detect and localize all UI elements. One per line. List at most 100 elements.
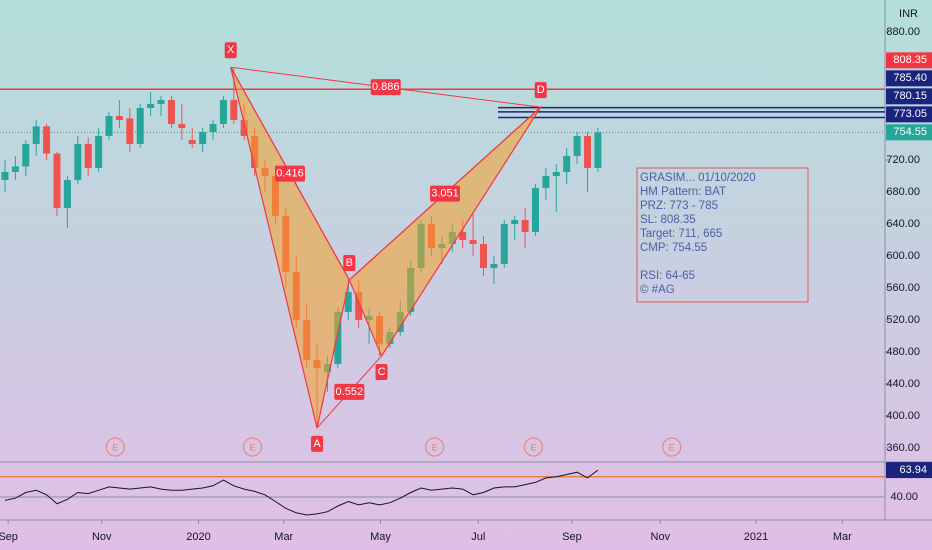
ratio-label: 0.886 [372,81,400,93]
earnings-label: E [432,442,438,452]
rsi-line [4,469,599,516]
candle-body [219,99,227,124]
note-line: RSI: 64-65 [640,270,695,282]
y-tick-label: 400.00 [886,410,920,422]
x-tick-label: May [370,531,391,543]
rsi-value-label: 63.94 [899,464,927,476]
pattern-point-bg [343,254,356,271]
candle-body [209,123,217,132]
pattern-point-bg [311,435,324,452]
ratio-label: 3.051 [431,187,459,199]
price-label-bg [886,70,932,87]
candle-body [188,139,196,144]
candle-body [500,223,508,264]
candle-body [178,123,186,128]
price-label-text: 785.40 [893,72,927,84]
pattern-point-label: D [537,84,545,96]
x-tick-label: Mar [274,531,293,543]
ratio-bg [275,165,306,182]
earnings-marker [662,437,682,457]
candle-body [95,135,103,168]
y-tick-label: 560.00 [886,282,920,294]
ratio-label: 0.552 [336,386,364,398]
candle-body [334,311,342,364]
price-label: 808.35 [886,52,932,69]
candle-body [240,119,248,136]
candle-body [147,103,155,108]
note-line: HM Pattern: BAT [640,186,726,198]
note-line: Target: 711, 665 [640,228,722,240]
earnings-label: E [250,442,256,452]
candle-body [355,291,363,320]
earnings-marker [243,437,263,457]
candle-body [584,135,592,168]
candle-body [32,126,40,144]
y-tick-label: 520.00 [886,314,920,326]
price-label-bg [886,106,932,123]
candle-body [531,187,539,232]
candle-body [521,219,529,232]
earnings-label: E [669,442,675,452]
note-line: © #AG [640,284,675,296]
earnings-label: E [112,442,118,452]
price-label-bg [886,88,932,105]
candle-body [126,118,134,144]
candle-body [11,166,19,172]
pattern-point-label: C [378,366,386,378]
x-tick-label: Sep [562,531,582,543]
x-tick-label: Nov [651,531,671,543]
candle-body [199,131,207,144]
price-label-text: 808.35 [893,54,927,66]
earnings-label: E [530,442,536,452]
candle-body [43,126,51,154]
x-tick-label: 2020 [186,531,210,543]
y-tick-label: 440.00 [886,378,920,390]
rsi-value-bg [886,462,932,479]
candle-body [344,291,352,312]
candle-body [84,143,92,168]
candle-body [594,132,602,168]
pattern-point-bg [375,363,388,380]
candle-body [167,99,175,124]
candle-body [490,263,498,268]
currency-label: INR [899,8,918,20]
candle-body [63,179,71,208]
candle-body [1,171,9,180]
candle-body [136,107,144,144]
candle-body [22,143,30,167]
pattern-point-label: X [227,44,235,56]
note-line: SL: 808.35 [640,214,696,226]
y-tick-label: 720.00 [886,154,920,166]
candle-body [563,155,571,172]
x-tick-label: 2021 [744,531,768,543]
price-label: 754.55 [886,124,932,141]
candle-body [511,219,519,224]
price-label-text: 773.05 [893,108,927,120]
pattern-point-bg [534,82,547,99]
ratio-bg [429,185,460,202]
candle-body [469,239,477,244]
x-tick-label: Sep [0,531,18,543]
y-tick-label: 680.00 [886,186,920,198]
y-tick-label: 880.00 [886,26,920,38]
earnings-marker [523,437,543,457]
y-tick-label: 480.00 [886,346,920,358]
candle-body [74,143,82,180]
candle-body [115,115,123,120]
earnings-marker [105,437,125,457]
pattern-point-label: B [346,257,353,269]
price-label-bg [886,52,932,69]
candle-body [157,99,165,104]
earnings-marker [425,437,445,457]
y-tick-label: 600.00 [886,250,920,262]
price-label: 785.40 [886,70,932,87]
note-line: CMP: 754.55 [640,242,707,254]
ratio-bg [334,383,365,400]
pattern-point-bg [224,42,237,59]
pattern-point-label: A [313,438,321,450]
candle-body [230,99,238,120]
y-tick-label: 640.00 [886,218,920,230]
candle-body [573,135,581,156]
note-line: GRASIM... 01/10/2020 [640,172,756,184]
candle-body [479,243,487,268]
